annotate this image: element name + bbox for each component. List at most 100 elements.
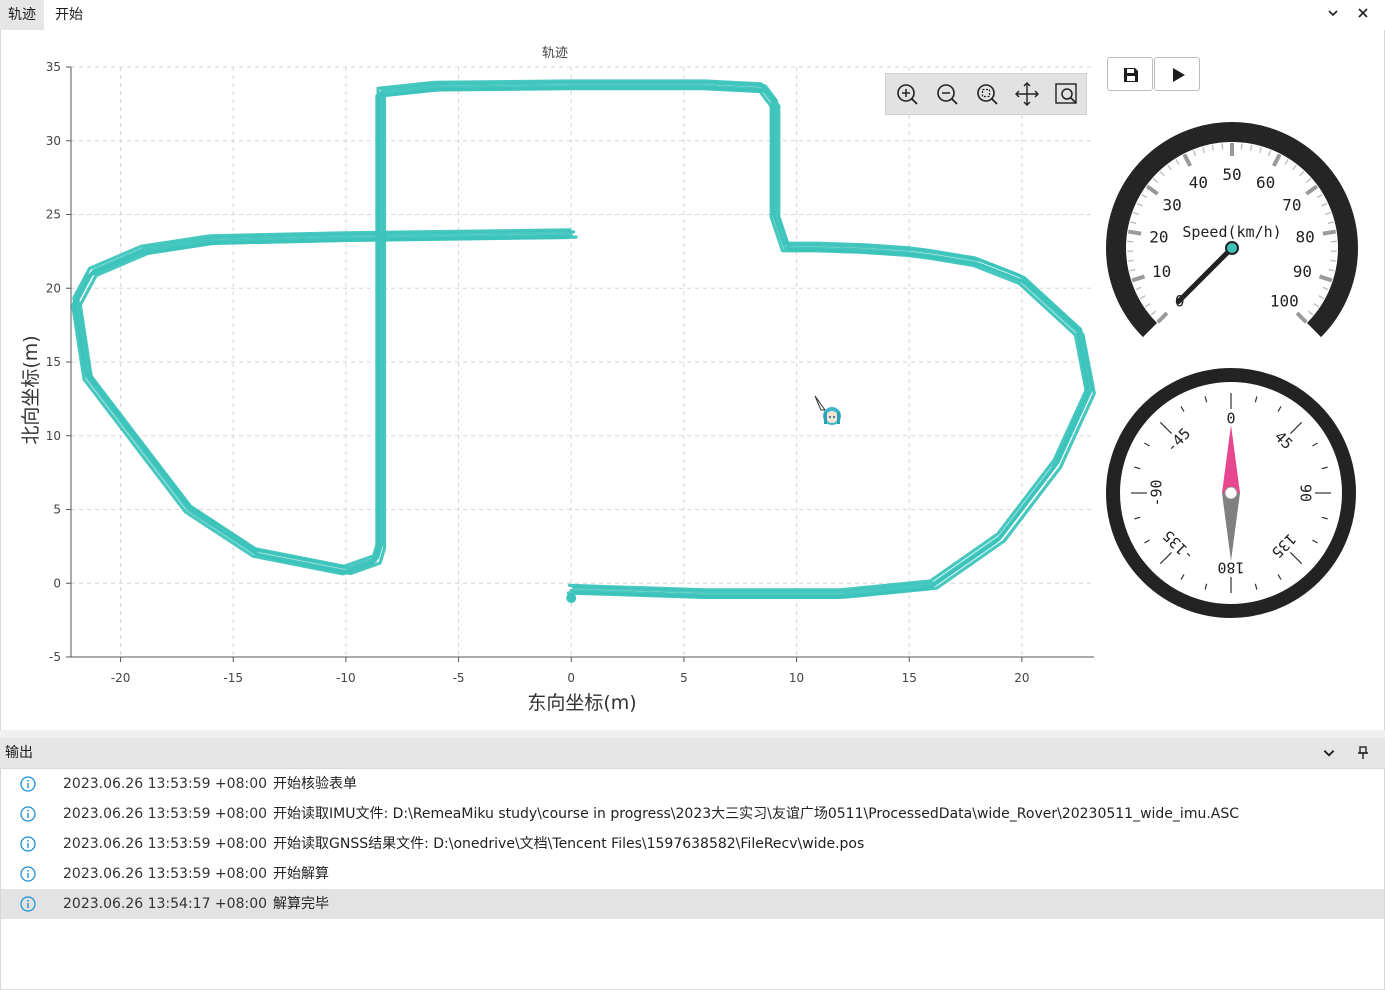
y-tick-label: 5 (53, 503, 61, 517)
zoom-box-icon[interactable] (1052, 80, 1082, 108)
log-timestamp: 2023.06.26 13:53:59 +08:00 (63, 866, 268, 882)
chart-title: 轨迹 (542, 46, 568, 61)
x-tick-label: 15 (902, 671, 917, 685)
speed-gauge-tick (1221, 143, 1224, 150)
x-tick-label: -10 (336, 671, 356, 685)
speed-gauge-tick (1192, 150, 1197, 157)
speed-gauge-tick (1182, 153, 1193, 167)
zoom-out-icon[interactable] (932, 80, 962, 108)
compass-label: 90 (1297, 484, 1315, 502)
trajectory-line (71, 87, 1089, 600)
x-tick-label: 5 (680, 671, 688, 685)
speed-gauge-tick (1313, 303, 1320, 308)
log-timestamp: 2023.06.26 13:53:59 +08:00 (63, 776, 268, 792)
speed-gauge-needle (1175, 245, 1235, 305)
speed-gauge-tick (1305, 184, 1319, 196)
speed-gauge-tick (1129, 269, 1136, 272)
log-row[interactable]: 2023.06.26 13:54:17 +08:00 解算完毕 (1, 889, 1384, 919)
y-axis-label: 北向坐标(m) (20, 335, 42, 444)
compass-tick (1204, 583, 1208, 590)
log-row[interactable]: 2023.06.26 13:53:59 +08:00 开始解算 (1, 859, 1384, 889)
tab-start[interactable]: 开始 (55, 7, 83, 23)
x-tick-label: -15 (223, 671, 243, 685)
x-tick-label: 0 (567, 671, 575, 685)
speed-gauge-tick-label: 20 (1149, 227, 1168, 246)
pin-icon[interactable] (1356, 745, 1370, 761)
zoom-in-icon[interactable] (892, 80, 922, 108)
speed-gauge-tick (1159, 171, 1165, 177)
speed-gauge-tick (1127, 229, 1142, 236)
speed-gauge-tick (1141, 194, 1148, 199)
save-button[interactable] (1107, 57, 1153, 91)
speed-gauge-tick-label: 10 (1152, 262, 1171, 281)
speed-gauge-tick-label: 90 (1293, 262, 1312, 281)
speed-gauge-hub (1225, 241, 1239, 255)
compass-tick (1144, 539, 1150, 544)
compass-label: -90 (1148, 479, 1166, 506)
log-message: 解算完毕 (273, 896, 329, 912)
y-tick-label: 20 (46, 281, 61, 295)
compass-tick (1134, 516, 1141, 520)
chevron-down-icon[interactable] (1319, 0, 1347, 30)
play-button[interactable] (1154, 57, 1200, 91)
info-icon (20, 806, 36, 822)
speed-gauge-tick (1139, 295, 1146, 300)
x-tick-label: 10 (789, 671, 804, 685)
trajectory-plot[interactable]: -20 -15 -10 -5 0 5 10 15 20 -5 0 5 10 15 20 25 30 35 轨迹 东… (0, 30, 1100, 730)
y-tick-label: 10 (46, 429, 61, 443)
log-timestamp: 2023.06.26 13:53:59 +08:00 (63, 836, 268, 852)
speed-gauge-tick (1211, 144, 1215, 151)
speed-gauge-tick (1240, 143, 1243, 150)
compass-tick (1254, 583, 1258, 590)
speed-gauge-tick (1145, 184, 1159, 196)
speed-gauge-tick (1307, 310, 1314, 316)
y-tick-label: 35 (46, 60, 61, 74)
compass-tick (1180, 574, 1185, 580)
log-row[interactable]: 2023.06.26 13:53:59 +08:00 开始核验表单 (1, 769, 1384, 799)
compass-tick (1289, 551, 1303, 565)
log-message: 开始解算 (273, 866, 329, 882)
close-icon[interactable] (1349, 0, 1377, 30)
zoom-fit-icon[interactable] (972, 80, 1002, 108)
tab-trajectory[interactable]: 轨迹 (0, 0, 44, 30)
speed-gauge-tick (1322, 286, 1329, 291)
pan-move-icon[interactable] (1012, 80, 1042, 108)
panel-splitter[interactable] (0, 730, 1385, 738)
y-tick-label: 0 (53, 576, 61, 590)
x-tick-label: -5 (453, 671, 465, 685)
output-panel-header: 输出 (0, 738, 1385, 768)
document-tab-bar: 轨迹 开始 (0, 0, 1385, 31)
compass-tick (1321, 516, 1328, 520)
output-panel-title: 输出 (5, 745, 33, 761)
y-tick-label: 15 (46, 355, 61, 369)
speed-gauge-tick-label: 100 (1270, 291, 1299, 310)
compass-tick (1277, 406, 1282, 412)
trajectory-line (73, 84, 1092, 597)
speed-gauge-tick-label: 40 (1189, 173, 1208, 192)
speed-gauge-tick (1127, 259, 1134, 262)
x-tick-label: 20 (1014, 671, 1029, 685)
output-log-list[interactable]: 2023.06.26 13:53:59 +08:00 开始核验表单 2023.06.… (0, 768, 1385, 990)
speed-gauge-tick-label: 70 (1282, 196, 1301, 215)
speed-gauge-tick (1131, 274, 1146, 283)
compass-tick (1159, 551, 1173, 565)
speed-gauge-tick (1150, 310, 1157, 316)
speed-gauge-tick (1322, 229, 1337, 236)
log-timestamp: 2023.06.26 13:53:59 +08:00 (63, 806, 268, 822)
speed-gauge-tick (1267, 150, 1272, 157)
compass-label: 180 (1217, 559, 1244, 577)
speed-gauge-tick (1295, 311, 1308, 324)
zoom-toolbar (885, 73, 1087, 115)
info-icon (20, 896, 36, 912)
log-row[interactable]: 2023.06.26 13:53:59 +08:00 开始读取IMU文件: D:\… (1, 799, 1384, 829)
chevron-down-icon[interactable] (1322, 746, 1336, 760)
compass-tick (1312, 539, 1318, 544)
compass-tick (1134, 466, 1141, 470)
mascot-cursor-icon (814, 395, 841, 425)
speed-gauge-tick-label: 80 (1295, 227, 1314, 246)
log-row[interactable]: 2023.06.26 13:53:59 +08:00 开始读取GNSS结果文件: … (1, 829, 1384, 859)
compass-tick (1254, 396, 1258, 403)
compass-needle-north (1222, 425, 1240, 493)
compass-tick (1144, 442, 1150, 447)
